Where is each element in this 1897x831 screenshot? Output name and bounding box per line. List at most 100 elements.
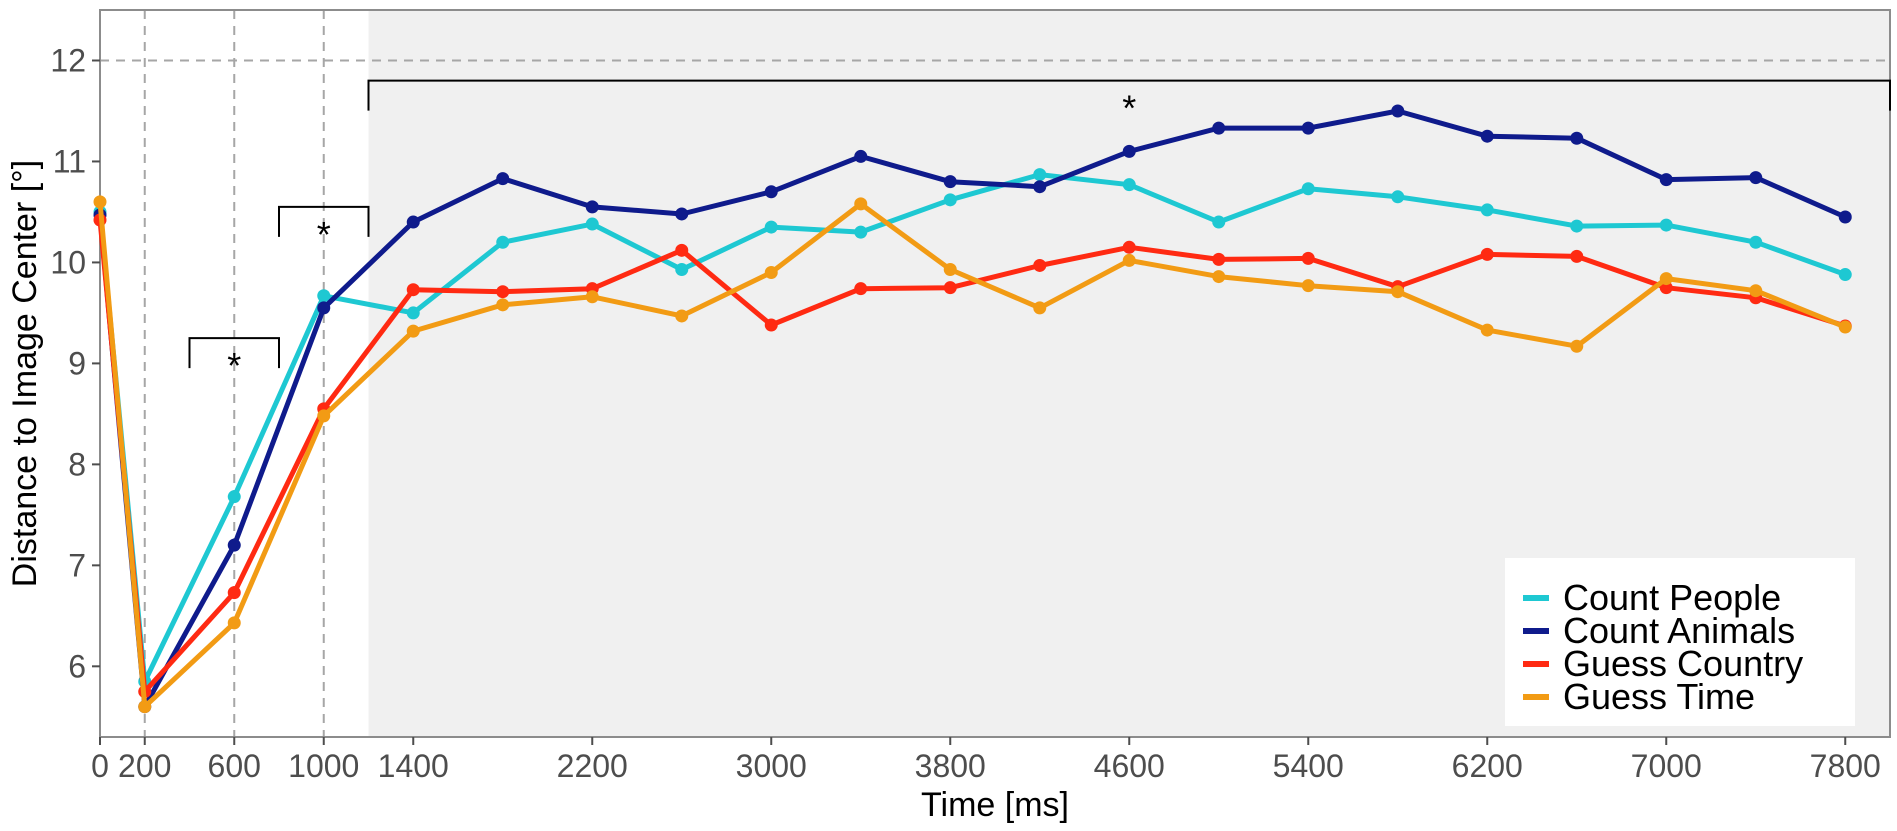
data-point-count-animals xyxy=(317,301,331,315)
x-tick-label: 600 xyxy=(208,748,261,784)
data-point-count-people xyxy=(1122,178,1136,192)
data-point-count-animals xyxy=(227,538,241,552)
x-tick-label: 0 xyxy=(91,748,109,784)
significance-marker: * xyxy=(317,214,331,255)
y-tick-label: 7 xyxy=(68,547,86,583)
data-point-count-animals xyxy=(496,172,510,186)
data-point-guess-country xyxy=(854,282,868,296)
series-guess-time xyxy=(93,195,1852,714)
data-point-count-people xyxy=(496,235,510,249)
data-point-guess-time xyxy=(1301,279,1315,293)
y-axis-title: Distance to Image Center [°] xyxy=(6,160,44,587)
data-point-guess-country xyxy=(227,586,241,600)
data-point-count-animals xyxy=(1659,173,1673,187)
x-tick-label: 6200 xyxy=(1452,748,1523,784)
data-point-guess-time xyxy=(1570,339,1584,353)
x-tick-label: 1000 xyxy=(288,748,359,784)
data-point-guess-country xyxy=(1570,249,1584,263)
data-point-guess-time xyxy=(1659,272,1673,286)
data-point-count-animals xyxy=(406,215,420,229)
data-point-count-animals xyxy=(1749,171,1763,185)
legend-box xyxy=(1505,558,1855,726)
data-point-count-people xyxy=(1391,190,1405,204)
significance-bracket xyxy=(278,205,370,237)
data-point-guess-country xyxy=(1033,258,1047,272)
data-point-count-animals xyxy=(1301,121,1315,135)
data-point-count-animals xyxy=(854,149,868,163)
data-point-guess-time xyxy=(854,197,868,211)
data-point-count-animals xyxy=(1480,129,1494,143)
data-point-count-people xyxy=(317,289,331,303)
data-point-guess-country xyxy=(406,283,420,297)
data-point-count-people xyxy=(1480,203,1494,217)
data-point-count-animals xyxy=(585,200,599,214)
data-point-guess-time xyxy=(93,195,107,209)
data-point-guess-country xyxy=(1301,251,1315,265)
data-point-guess-time xyxy=(227,616,241,630)
data-point-count-people xyxy=(227,490,241,504)
y-tick-label: 11 xyxy=(53,143,86,179)
legend-label-count-people: Count People xyxy=(1563,577,1781,618)
data-point-guess-time xyxy=(138,700,152,714)
data-point-count-people xyxy=(1212,215,1226,229)
x-tick-label: 5400 xyxy=(1273,748,1344,784)
data-point-guess-time xyxy=(1480,323,1494,337)
data-point-count-people xyxy=(585,217,599,231)
data-point-count-animals xyxy=(1033,180,1047,194)
data-point-guess-time xyxy=(1122,253,1136,267)
x-tick-label: 4600 xyxy=(1094,748,1165,784)
data-point-count-people xyxy=(854,225,868,239)
data-point-count-animals xyxy=(1838,210,1852,224)
y-tick-label: 8 xyxy=(68,446,86,482)
data-point-guess-time xyxy=(1212,270,1226,284)
data-point-guess-time xyxy=(764,266,778,280)
legend-label-guess-time: Guess Time xyxy=(1563,676,1755,717)
data-point-guess-time xyxy=(675,309,689,323)
x-tick-label: 7800 xyxy=(1810,748,1881,784)
data-point-guess-time xyxy=(406,324,420,338)
data-point-guess-time xyxy=(317,409,331,423)
data-point-count-animals xyxy=(943,175,957,189)
x-tick-label: 200 xyxy=(118,748,171,784)
data-point-count-people xyxy=(675,262,689,276)
data-point-count-animals xyxy=(1570,131,1584,145)
data-point-count-people xyxy=(1301,182,1315,196)
significance-bracket xyxy=(188,337,280,369)
data-point-count-animals xyxy=(764,185,778,199)
data-point-count-people xyxy=(943,193,957,207)
plot-border xyxy=(99,9,1891,738)
data-point-count-people xyxy=(1033,168,1047,182)
legend-label-guess-country: Guess Country xyxy=(1563,643,1803,684)
data-point-count-animals xyxy=(1212,121,1226,135)
data-point-guess-time xyxy=(496,298,510,312)
data-point-count-people xyxy=(1659,218,1673,232)
data-point-guess-country xyxy=(496,285,510,299)
y-tick-label: 6 xyxy=(68,648,86,684)
x-tick-label: 3000 xyxy=(736,748,807,784)
data-point-guess-time xyxy=(1749,284,1763,298)
data-point-guess-country xyxy=(1480,247,1494,261)
data-point-count-animals xyxy=(1122,144,1136,158)
data-point-guess-time xyxy=(1391,285,1405,299)
series-count-people xyxy=(93,168,1852,688)
significance-bracket xyxy=(367,79,1891,111)
data-point-count-people xyxy=(1838,268,1852,282)
y-tick-label: 9 xyxy=(68,345,86,381)
data-point-count-people xyxy=(406,306,420,320)
x-axis-title: Time [ms] xyxy=(921,786,1069,824)
data-point-count-people xyxy=(1749,235,1763,249)
legend-label-count-animals: Count Animals xyxy=(1563,610,1795,651)
x-tick-label: 1400 xyxy=(378,748,449,784)
x-tick-label: 7000 xyxy=(1631,748,1702,784)
data-point-guess-time xyxy=(1838,320,1852,334)
data-point-count-people xyxy=(1570,219,1584,233)
data-point-count-people xyxy=(764,220,778,234)
significance-marker: * xyxy=(227,345,241,386)
significance-marker: * xyxy=(1122,88,1136,129)
data-point-count-animals xyxy=(1391,104,1405,118)
data-point-count-animals xyxy=(675,207,689,221)
data-point-guess-time xyxy=(585,290,599,304)
data-point-guess-country xyxy=(1659,281,1673,295)
